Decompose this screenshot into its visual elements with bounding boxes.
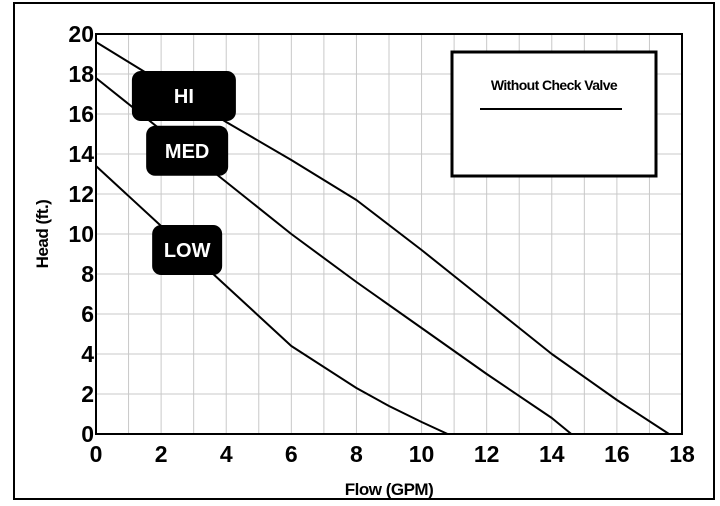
- y-tick-labels: 0 2 4 6 8 10 12 14 16 18 20: [68, 21, 94, 447]
- x-tick-label: 6: [285, 441, 298, 467]
- x-tick-label: 10: [409, 441, 435, 467]
- curve-label-text: MED: [165, 141, 209, 163]
- x-tick-label: 16: [604, 441, 630, 467]
- x-axis-label: Flow (GPM): [345, 480, 433, 499]
- y-tick-label: 10: [68, 221, 94, 247]
- curve-label-low: LOW: [152, 225, 223, 275]
- x-tick-label: 18: [669, 441, 695, 467]
- y-tick-label: 4: [81, 341, 94, 367]
- curve-label-badge: [152, 225, 223, 275]
- y-tick-label: 6: [81, 301, 94, 327]
- curve-label-med: MED: [146, 125, 229, 176]
- y-tick-label: 14: [68, 141, 94, 167]
- x-tick-label: 0: [90, 441, 103, 467]
- x-tick-label: 8: [350, 441, 363, 467]
- legend-title: Without Check Valve: [491, 77, 618, 93]
- y-tick-label: 8: [81, 261, 94, 287]
- x-tick-label: 2: [155, 441, 168, 467]
- x-tick-label: 4: [220, 441, 233, 467]
- y-tick-label: 18: [68, 61, 94, 87]
- x-tick-label: 12: [474, 441, 500, 467]
- y-axis-label: Head (ft.): [33, 200, 52, 269]
- curve-labels: HI MED LOW: [131, 71, 236, 275]
- y-tick-label: 12: [68, 181, 94, 207]
- curve-label-hi: HI: [131, 71, 236, 121]
- legend-box: Without Check Valve: [450, 50, 658, 178]
- x-tick-label: 14: [539, 441, 565, 467]
- curve-label-text: HI: [174, 86, 194, 108]
- y-tick-label: 2: [81, 381, 94, 407]
- y-tick-label: 20: [68, 21, 94, 47]
- legend-frame: [450, 50, 658, 178]
- curve-label-badge: [146, 125, 229, 176]
- curve-label-badge: [131, 71, 236, 121]
- curve-label-text: LOW: [164, 240, 211, 262]
- y-tick-label: 16: [68, 101, 94, 127]
- plot-area-border: [95, 33, 683, 435]
- y-tick-label: 0: [81, 421, 94, 447]
- x-tick-labels: 0 2 4 6 8 10 12 14 16 18: [90, 441, 695, 467]
